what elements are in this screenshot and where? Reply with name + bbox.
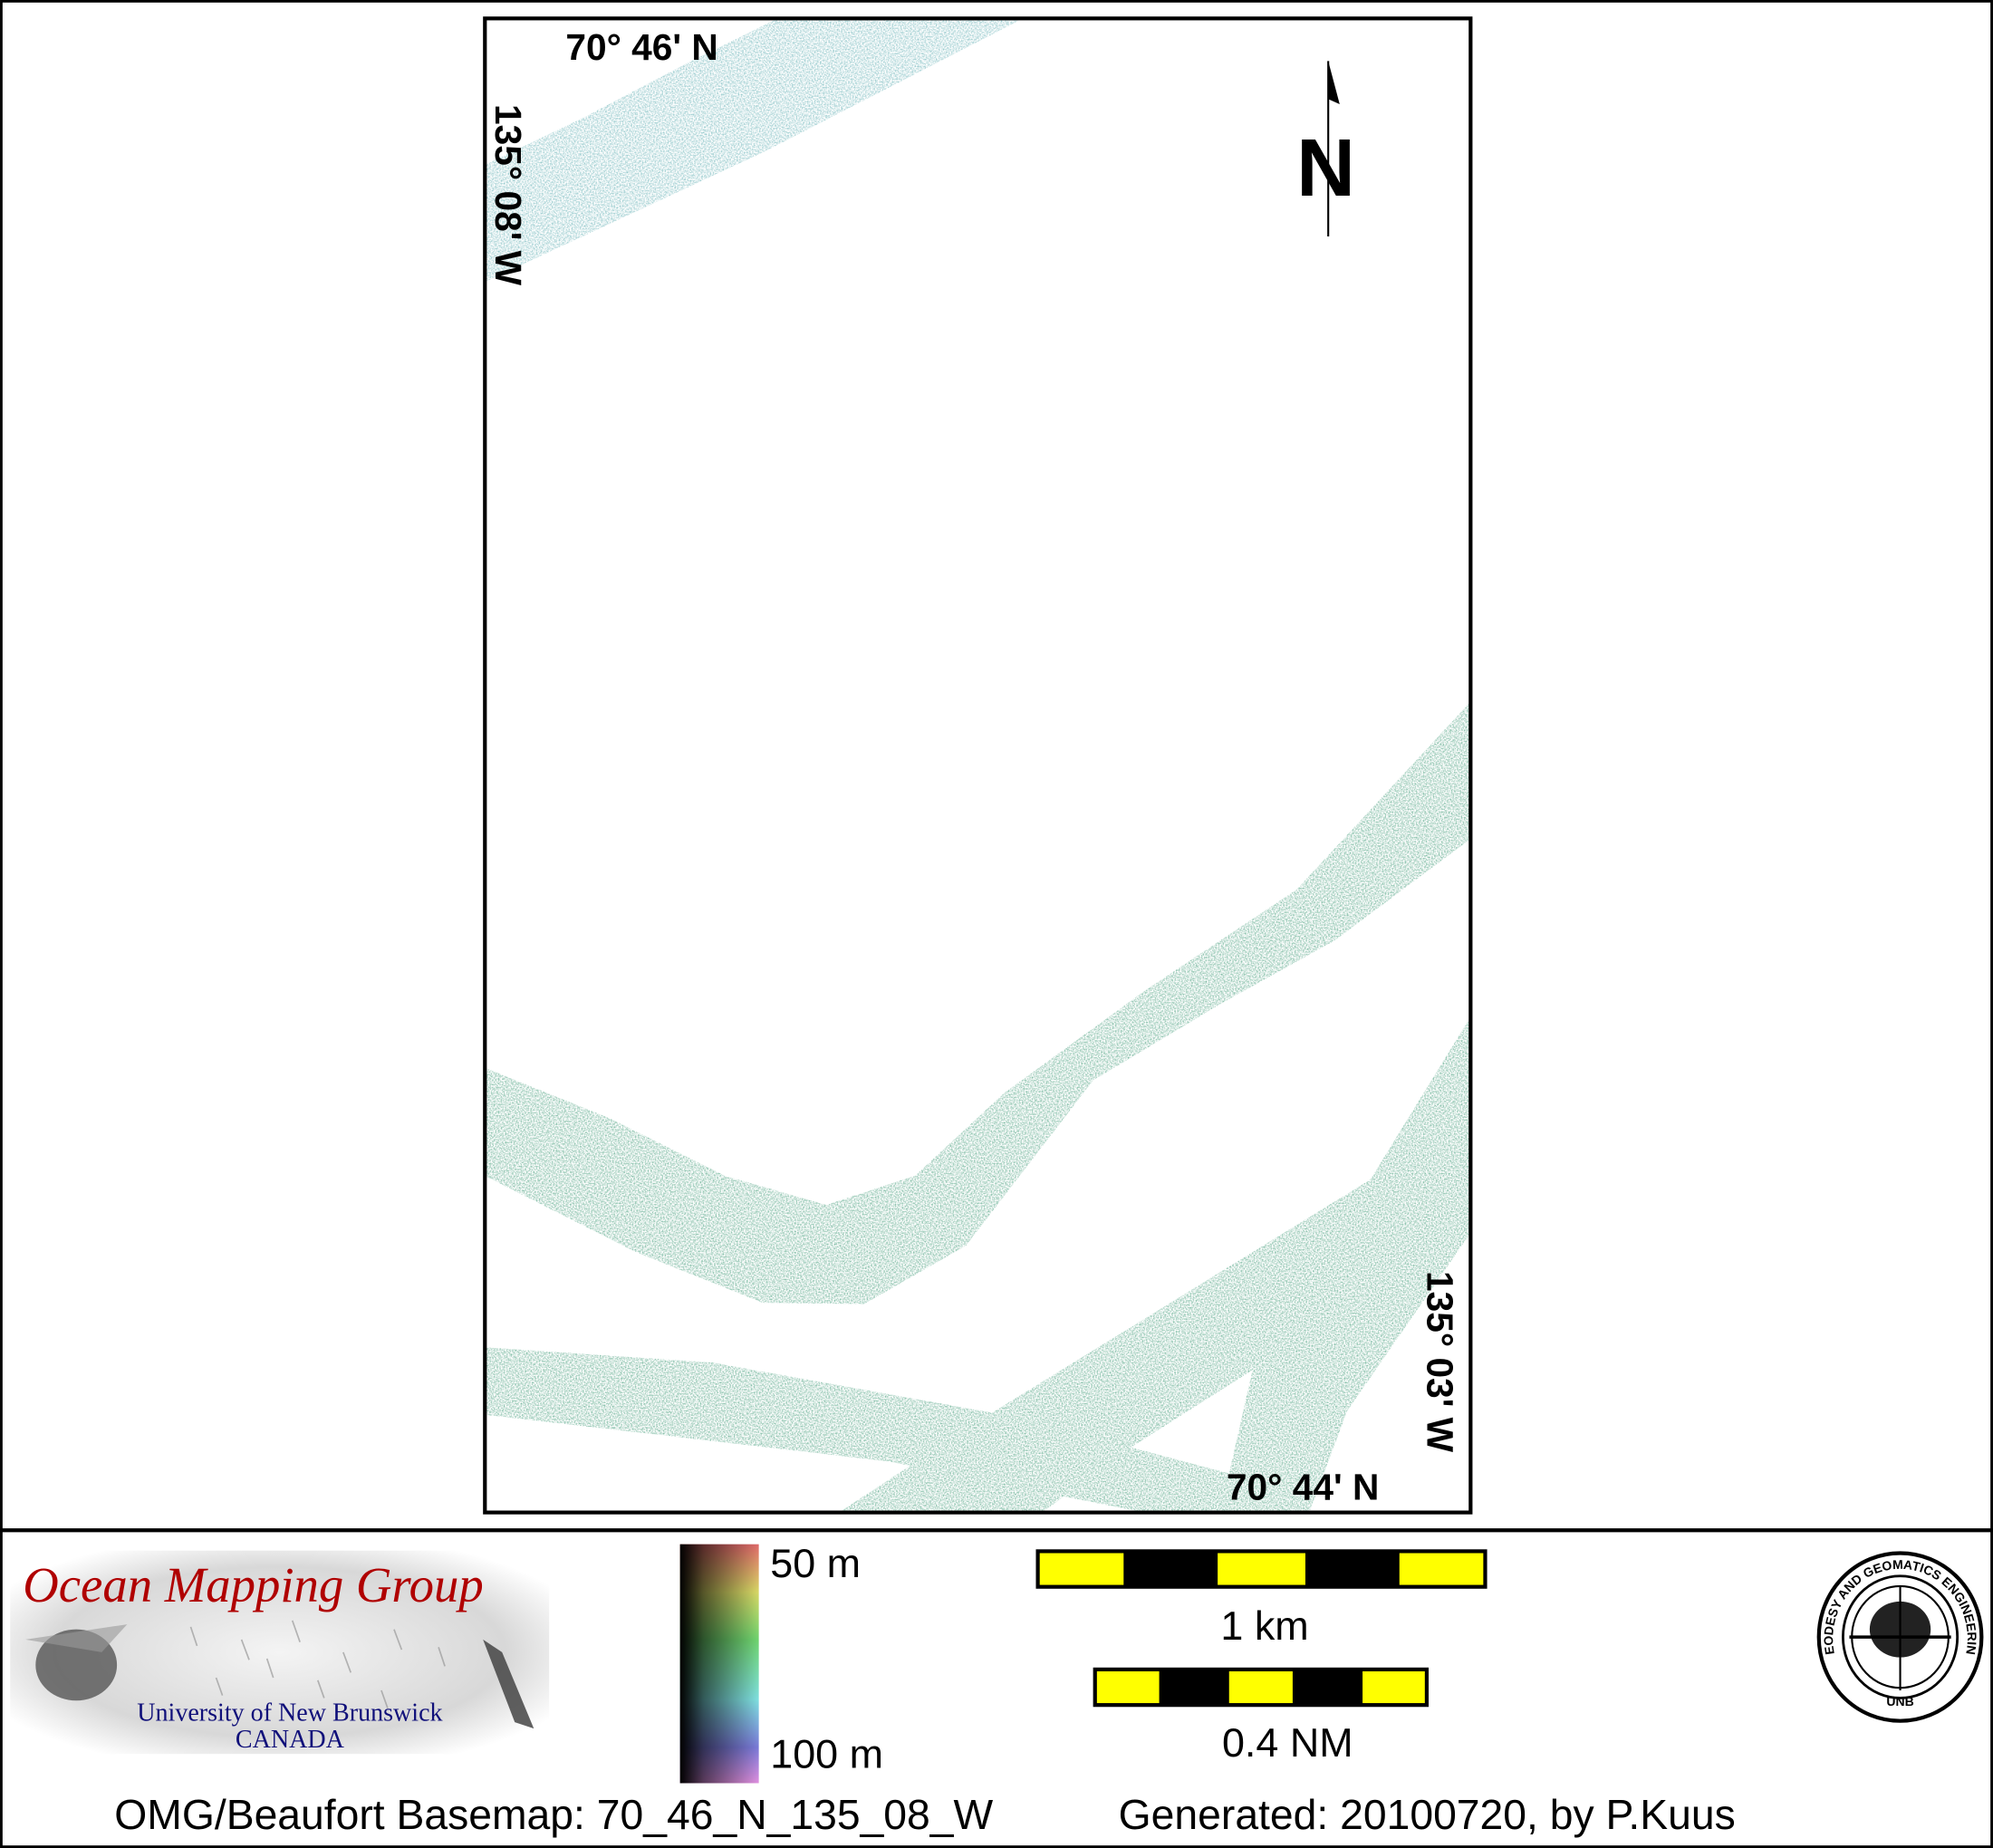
top-lat-label: 70° 46' N <box>565 26 717 68</box>
scale-km-label: 1 km <box>1220 1603 1308 1649</box>
swath-middle <box>484 701 1471 1304</box>
omg-title: Ocean Mapping Group <box>23 1557 483 1612</box>
swath-bottom-steep <box>1219 1016 1471 1513</box>
swath-bottom-diagonal <box>839 1115 1471 1513</box>
left-lon-label: 135° 08' W <box>487 104 529 286</box>
map-frame: 70° 46' N 135° 08' W 135° 03' W 70° 44' … <box>483 16 1473 1515</box>
omg-university: University of New Brunswick <box>137 1699 443 1728</box>
basemap-label: OMG/Beaufort Basemap: 70_46_N_135_08_W <box>114 1791 993 1838</box>
swaths <box>484 17 1471 1513</box>
omg-country: CANADA <box>236 1726 345 1754</box>
depth-colorbar: 50 m 100 m <box>679 1540 883 1784</box>
swath-top <box>484 17 1025 283</box>
map-frame-border <box>483 16 1473 1515</box>
seal-bottom: UNB <box>1886 1694 1913 1708</box>
colorbar-bottom-label: 100 m <box>770 1731 883 1777</box>
bottom-lat-label: 70° 44' N <box>1227 1467 1379 1508</box>
scale-bar-km: 1 km <box>1035 1549 1488 1649</box>
scale-nm-label: 0.4 NM <box>1222 1719 1353 1766</box>
right-lon-label: 135° 03' W <box>1420 1271 1461 1453</box>
north-label: N <box>1296 123 1355 214</box>
omg-logo: Ocean Mapping Group University of New Br… <box>10 1550 550 1755</box>
colorbar-top-label: 50 m <box>770 1540 861 1586</box>
generated-label: Generated: 20100720, by P.Kuus <box>1119 1791 1736 1838</box>
scale-bar-nm: 0.4 NM <box>1093 1667 1430 1766</box>
north-arrow-icon: N <box>1296 61 1355 236</box>
